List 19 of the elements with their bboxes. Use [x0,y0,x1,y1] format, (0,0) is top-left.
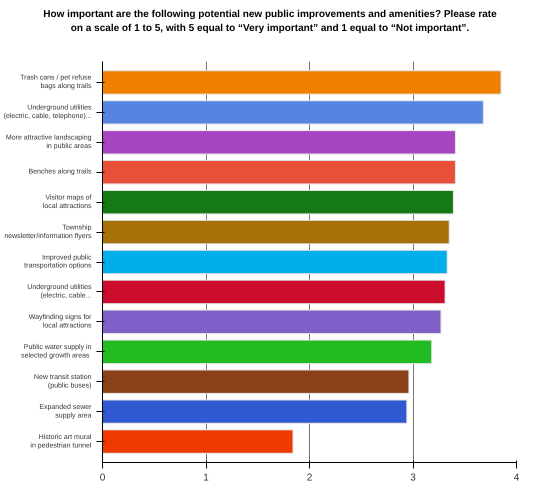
bar [102,250,448,274]
bar [102,160,456,184]
bar [102,70,502,95]
x-tick-label: 2 [306,472,313,484]
bar [102,280,446,304]
chart-title: How important are the following potential new public improvements and amenities? Please rate on a scale of 1 to 5, with 5 equal to “Very important” and 1 equal to “Not important”. [43,8,497,35]
bar [102,370,410,394]
bar [102,399,408,424]
bar [102,220,450,244]
x-tick-label: 0 [100,472,106,484]
bar [102,190,454,214]
x-tick-label: 3 [410,472,416,484]
bar [102,340,432,364]
bar [102,100,484,125]
bar [102,429,294,454]
bar [102,130,456,154]
x-tick-label: 1 [203,472,210,484]
bar [102,310,442,334]
x-tick-label: 4 [514,472,520,484]
